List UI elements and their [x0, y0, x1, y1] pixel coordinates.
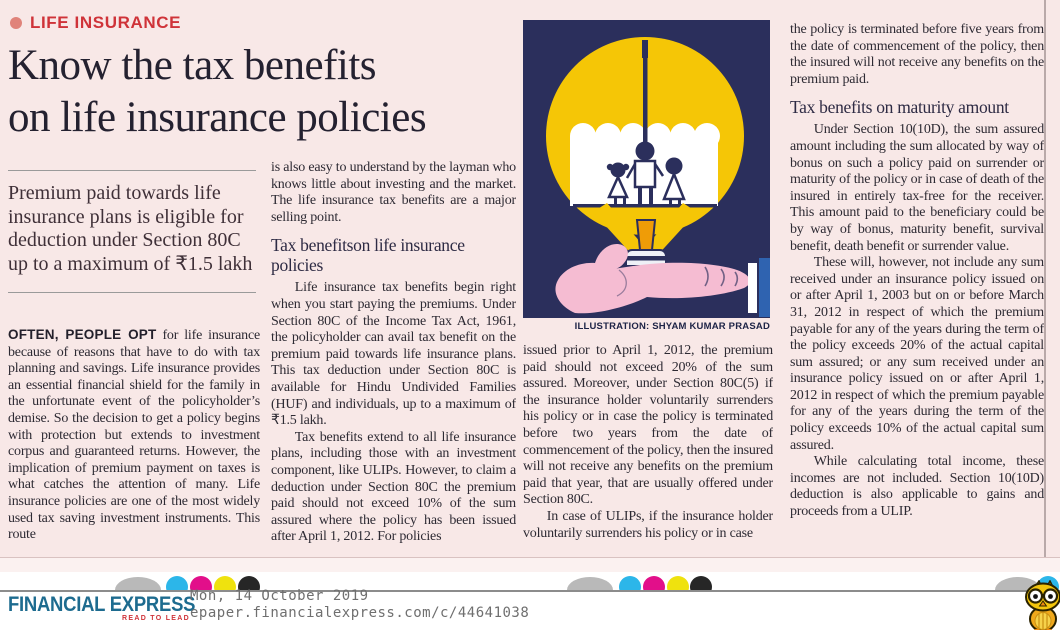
category-dot-icon	[10, 17, 22, 29]
headline-line-1: Know the tax benefits	[8, 42, 377, 89]
paragraph: is also easy to understand by the layman…	[271, 160, 516, 225]
print-mark-black-icon	[238, 576, 260, 591]
paragraph: OFTEN, PEOPLE OPT for life insurance bec…	[8, 327, 260, 544]
body-column-2: is also easy to understand by the layman…	[271, 160, 516, 553]
open-hand	[555, 244, 750, 314]
brand-tagline: READ TO LEAD	[122, 615, 190, 622]
owl-mascot-icon	[1021, 579, 1060, 630]
bulb-filament-stem	[635, 219, 657, 251]
paragraph: issued prior to April 1, 2012, the premi…	[523, 343, 773, 508]
category-kicker: LIFE INSURANCE	[10, 13, 181, 33]
print-mark-magenta-icon	[643, 576, 665, 591]
headline: Know the tax benefits on life insurance p…	[8, 40, 548, 144]
print-mark-grey-icon	[567, 577, 613, 591]
paragraph: the policy is terminated before five yea…	[790, 22, 1044, 87]
article-clipping: LIFE INSURANCE Know the tax benefits on l…	[0, 0, 1060, 557]
cmyk-registration-marks	[0, 576, 1060, 591]
paragraph: While calculating total income, these in…	[790, 454, 1044, 520]
standfirst: Premium paid towards life insurance plan…	[8, 170, 256, 293]
illustration-graphic	[523, 20, 770, 318]
financial-express-logo: FINANCIAL EXPRESS READ TO LEAD	[8, 593, 196, 622]
paragraph: These will, however, not include any sum…	[790, 255, 1044, 453]
illustration-credit: ILLUSTRATION: SHYAM KUMAR PRASAD	[574, 321, 770, 332]
epaper-url-link[interactable]: epaper.financialexpress.com/c/44641038	[190, 605, 530, 621]
section-heading-tax-benefits-policies: Tax benefitson life insurance policies	[271, 235, 465, 276]
print-mark-cyan-icon	[619, 576, 641, 591]
category-label: LIFE INSURANCE	[30, 13, 182, 32]
body-column-3: issued prior to April 1, 2012, the premi…	[523, 343, 773, 553]
print-mark-grey-icon	[115, 577, 161, 591]
print-mark-cyan-icon	[166, 576, 188, 591]
family-lightbulb-illustration	[523, 20, 770, 318]
paragraph: In case of ULIPs, if the insurance holde…	[523, 508, 773, 541]
paragraph: Tax benefits extend to all life insuranc…	[271, 429, 516, 545]
lead-in-text: OFTEN, PEOPLE OPT	[8, 327, 157, 342]
family-figures	[606, 141, 686, 206]
umbrella-pole	[643, 50, 648, 150]
body-column-4: the policy is terminated before five yea…	[790, 22, 1044, 554]
ground-line	[573, 204, 717, 208]
paragraph: Under Section 10(10D), the sum assured a…	[790, 122, 1044, 254]
brand-name: FINANCIAL EXPRESS	[8, 593, 196, 616]
edition-meta: Mon, 14 October 2019 epaper.financialexp…	[190, 588, 529, 622]
blue-edge-strip	[759, 258, 770, 317]
paragraph-text: for life insurance because of reasons th…	[8, 328, 260, 543]
print-mark-yellow-icon	[214, 576, 236, 591]
print-mark-yellow-icon	[667, 576, 689, 591]
edition-date: Mon, 14 October 2019	[190, 588, 369, 604]
epaper-footer: FINANCIAL EXPRESS READ TO LEAD Mon, 14 O…	[0, 572, 1060, 630]
headline-line-2: on life insurance policies	[8, 94, 427, 141]
column-rule	[1044, 0, 1046, 557]
footer-divider	[0, 590, 1060, 592]
paragraph: Life insurance tax benefits begin right …	[271, 280, 516, 429]
print-mark-magenta-icon	[190, 576, 212, 591]
section-heading-maturity-amount: Tax benefits on maturity amount	[790, 97, 1009, 118]
print-mark-black-icon	[690, 576, 712, 591]
clipping-bottom-strip	[0, 557, 1060, 572]
body-column-1: OFTEN, PEOPLE OPT for life insurance bec…	[8, 327, 260, 551]
